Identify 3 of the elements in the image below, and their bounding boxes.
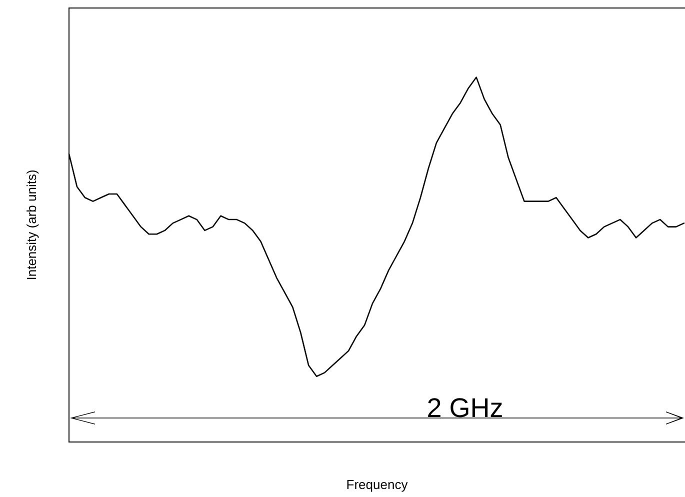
x-axis-title: Frequency — [346, 477, 408, 492]
annotation: 2 GHz — [426, 393, 504, 423]
y-axis-title: Intensity (arb units) — [24, 170, 39, 280]
